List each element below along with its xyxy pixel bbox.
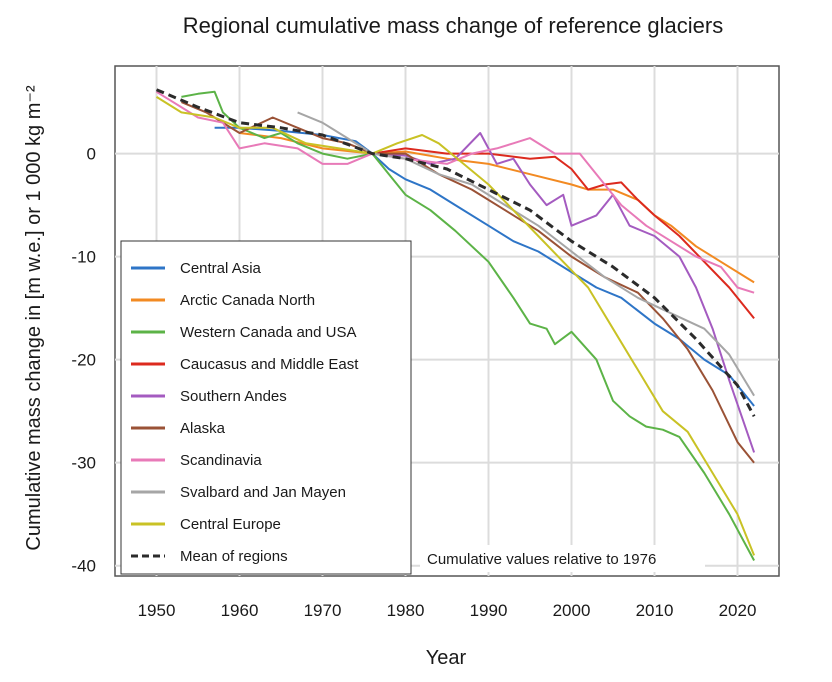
series-line-alaska [181, 101, 755, 464]
legend-label-central-asia: Central Asia [180, 260, 262, 277]
series-line-central-asia [214, 126, 755, 407]
annotation-box [420, 545, 705, 572]
annotation-note: Cumulative values relative to 1976 [427, 551, 656, 568]
x-tick-labels: 1950 1960 1970 1980 1990 2000 2010 2020 [138, 601, 757, 620]
x-tick-label: 2020 [719, 601, 757, 620]
x-tick-label: 1970 [304, 601, 342, 620]
y-tick-label: -30 [71, 454, 96, 473]
series-line-central-europe [155, 96, 756, 556]
legend-label-scandinavia: Scandinavia [180, 452, 262, 469]
chart-title: Regional cumulative mass change of refer… [183, 13, 724, 38]
legend-label-southern-andes: Southern Andes [180, 388, 287, 405]
legend-label-western-canada-and-usa: Western Canada and USA [180, 324, 357, 341]
x-tick-label: 1980 [387, 601, 425, 620]
legend: Central Asia Arctic Canada North Western C… [120, 240, 412, 575]
y-axis-label: Cumulative mass change in [m w.e.] or 1 … [23, 85, 45, 551]
series-line-svalbard-and-jan-mayen [297, 111, 755, 397]
legend-label-mean-of-regions: Mean of regions [180, 548, 288, 565]
x-tick-label: 2010 [636, 601, 674, 620]
series-line-scandinavia [155, 90, 755, 294]
x-axis-label: Year [426, 647, 467, 669]
x-tick-label: 2000 [553, 601, 591, 620]
x-tick-label: 1960 [221, 601, 259, 620]
y-tick-label: -10 [71, 248, 96, 267]
legend-label-caucasus-and-middle-east: Caucasus and Middle East [180, 356, 359, 373]
series-line-southern-andes [372, 132, 756, 453]
legend-label-central-europe: Central Europe [180, 516, 281, 533]
legend-label-alaska: Alaska [180, 420, 226, 437]
y-tick-labels: 0 -10 -20 -30 -40 [71, 145, 96, 576]
x-tick-label: 1950 [138, 601, 176, 620]
y-tick-label: 0 [87, 145, 96, 164]
series-lines [155, 88, 756, 561]
x-tick-label: 1990 [470, 601, 508, 620]
series-line-mean-of-regions [155, 88, 756, 418]
legend-label-svalbard-and-jan-mayen: Svalbard and Jan Mayen [180, 484, 346, 501]
series-line-western-canada-and-usa [181, 90, 755, 561]
legend-box [120, 240, 412, 575]
series-line-caucasus-and-middle-east [372, 147, 755, 320]
legend-label-arctic-canada-north: Arctic Canada North [180, 292, 315, 309]
y-tick-label: -40 [71, 557, 96, 576]
y-tick-label: -20 [71, 351, 96, 370]
